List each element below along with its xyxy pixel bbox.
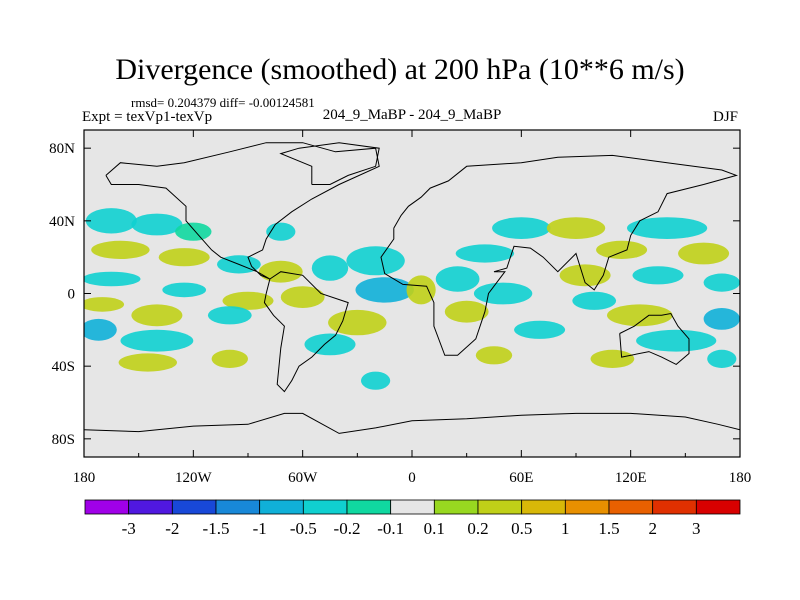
anomaly-region-38	[632, 266, 684, 285]
colorbar-label-0: -3	[122, 519, 136, 538]
stats-label: rmsd= 0.204379 diff= -0.00124581	[131, 95, 315, 110]
anomaly-region-5	[84, 271, 141, 287]
colorbar-label-3: -1	[253, 519, 267, 538]
y-tick-label-2: 0	[68, 287, 76, 303]
colorbar-label-9: 0.5	[511, 519, 532, 538]
y-tick-label-4: 80S	[52, 432, 75, 448]
anomaly-region-32	[492, 217, 551, 240]
anomaly-region-7	[84, 297, 125, 312]
anomaly-region-3	[91, 240, 150, 259]
anomaly-region-20	[280, 286, 325, 308]
colorbar-label-6: -0.1	[377, 519, 404, 538]
coastline-antarctica	[84, 412, 740, 434]
anomaly-region-44	[590, 349, 635, 368]
anomaly-region-9	[84, 318, 117, 341]
anomaly-region-41	[607, 304, 673, 327]
colorbar-label-4: -0.5	[290, 519, 317, 538]
colorbar-swatch-11	[564, 499, 610, 515]
anomaly-region-28	[455, 244, 515, 263]
anomaly-region-22	[304, 333, 356, 356]
chart-title: Divergence (smoothed) at 200 hPa (10**6 …	[115, 53, 685, 86]
coastline-australia	[619, 312, 690, 365]
anomaly-region-10	[120, 329, 194, 352]
anomaly-region-30	[514, 320, 566, 339]
anomaly-region-31	[475, 346, 513, 365]
anomaly-region-1	[131, 213, 183, 236]
colorbar-swatch-12	[608, 499, 654, 515]
anomaly-region-18	[355, 277, 414, 303]
colorbar-swatch-5	[302, 499, 348, 515]
anomaly-region-2	[175, 222, 212, 241]
colorbar-swatch-8	[433, 499, 479, 515]
x-tick-label-5: 120E	[615, 470, 647, 486]
y-tick-label-1: 40N	[49, 214, 75, 230]
coastline-greenland	[279, 142, 380, 185]
case-label: 204_9_MaBP - 204_9_MaBP	[322, 107, 502, 123]
x-tick-label-6: 180	[729, 470, 752, 486]
coastline-eurasia-africa	[380, 154, 739, 356]
colorbar-swatch-10	[521, 499, 566, 515]
anomaly-region-35	[596, 240, 648, 259]
y-tick-label-0: 80N	[49, 141, 75, 157]
anomaly-region-42	[703, 308, 740, 330]
anomaly-region-34	[627, 217, 708, 240]
colorbar-label-11: 1.5	[598, 519, 619, 538]
colorbar-swatch-4	[259, 499, 304, 515]
anomaly-region-40	[572, 291, 617, 310]
anomaly-region-25	[406, 275, 436, 305]
anomaly-region-8	[131, 304, 183, 327]
anomaly-region-19	[222, 291, 274, 310]
x-tick-label-4: 60E	[509, 470, 533, 486]
colorbar-label-12: 2	[648, 519, 657, 538]
colorbar-label-5: -0.2	[334, 519, 361, 538]
colorbar-swatch-1	[128, 499, 173, 515]
anomaly-region-45	[707, 349, 737, 368]
anomaly-region-11	[118, 353, 177, 372]
anomaly-region-36	[678, 242, 730, 265]
anomaly-region-29	[444, 300, 489, 323]
colorbar-label-1: -2	[165, 519, 179, 538]
anomaly-region-16	[311, 255, 349, 281]
anomaly-region-4	[158, 248, 210, 267]
x-tick-label-1: 120W	[175, 470, 213, 486]
colorbar-swatch-13	[652, 499, 697, 515]
anomaly-region-33	[546, 217, 606, 240]
anomaly-region-12	[211, 349, 248, 368]
colorbar-swatch-0	[84, 499, 130, 515]
season-label: DJF	[712, 109, 738, 125]
colorbar-label-2: -1.5	[203, 519, 230, 538]
anomaly-region-6	[162, 282, 207, 298]
colorbar-swatch-3	[215, 499, 261, 515]
coastline-north-america	[105, 142, 380, 280]
anomaly-region-43	[636, 329, 717, 352]
colorbar-label-7: 0.1	[424, 519, 445, 538]
anomaly-region-17	[346, 246, 405, 276]
anomaly-region-26	[435, 266, 480, 292]
coastline-south-america	[263, 271, 349, 393]
x-tick-label-3: 0	[408, 470, 416, 486]
colorbar-label-8: 0.2	[467, 519, 488, 538]
anomaly-region-37	[559, 264, 611, 287]
anomaly-region-24	[207, 306, 252, 325]
colorbar-swatch-6	[346, 499, 392, 515]
anomaly-region-39	[703, 273, 740, 292]
colorbar-label-13: 3	[692, 519, 701, 538]
anomaly-region-27	[473, 282, 533, 305]
colorbar-swatch-9	[477, 499, 523, 515]
y-tick-label-3: 40S	[52, 359, 75, 375]
colorbar-label-10: 1	[561, 519, 570, 538]
colorbar-swatch-7	[390, 499, 435, 515]
x-tick-label-2: 60W	[288, 470, 318, 486]
colorbar-swatch-2	[171, 499, 217, 515]
anomaly-region-21	[328, 309, 387, 336]
anomaly-region-23	[361, 371, 391, 390]
experiment-label: Expt = texVp1-texVp	[82, 109, 213, 125]
anomaly-region-0	[85, 208, 137, 234]
colorbar-swatch-14	[695, 499, 741, 515]
x-tick-label-0: 180	[73, 470, 96, 486]
